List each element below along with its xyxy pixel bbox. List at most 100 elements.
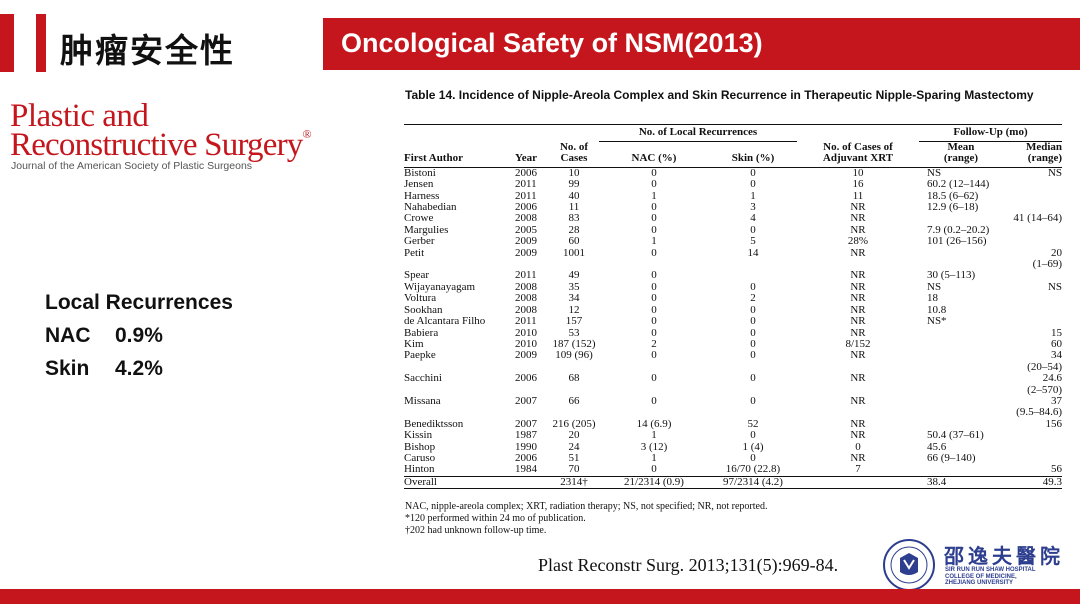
col-cases: No. of Cases	[549, 141, 599, 168]
journal-logo-subtitle: Journal of the American Society of Plast…	[11, 160, 253, 172]
group-local-recurrences: No. of Local Recurrences	[599, 124, 797, 142]
cell-skin: 1	[750, 189, 756, 202]
cell-mean: 18	[927, 292, 938, 305]
hospital-en-line2: COLLEGE OF MEDICINE,	[945, 573, 1017, 580]
cell-author: Caruso	[404, 451, 436, 464]
hospital-en-line3: ZHEJIANG UNIVERSITY	[945, 580, 1014, 586]
cell-mean	[919, 248, 1003, 259]
journal-logo-line2-text: Reconstructive Surgery	[10, 127, 303, 163]
journal-logo-line1: Plastic and	[10, 98, 149, 134]
summary-skin: Skin 4.2%	[45, 352, 233, 385]
cell-year: 2006	[515, 372, 537, 385]
cell-author: Wijayanayagam	[404, 280, 476, 293]
cell-mean: 12.9 (6–18)	[927, 201, 979, 214]
header-accent-bar	[0, 14, 14, 72]
cell-skin: 0	[750, 315, 756, 328]
table-row: (2–570)	[404, 383, 1062, 396]
cell-xrt: NR	[850, 292, 866, 305]
table-row: Babiera 2010 53 0 0 NR 15	[404, 326, 1062, 339]
table-group-header: No. of Local Recurrences Follow-Up (mo)	[404, 124, 1062, 142]
cell-cases: 66	[568, 394, 580, 407]
cell-xrt: NR	[850, 315, 866, 328]
cell-median: (20–54)	[1027, 360, 1062, 373]
table-row: Kissin 1987 20 1 0 NR 50.4 (37–61)	[404, 429, 1062, 442]
cell-mean	[919, 396, 1003, 407]
cell-xrt: NR	[850, 429, 866, 442]
cell-author: Missana	[404, 394, 441, 407]
cell-nac: 0	[651, 246, 657, 259]
cell-skin: 0	[750, 451, 756, 464]
table-row: Caruso 2006 51 1 0 NR 66 (9–140)	[404, 451, 1062, 464]
cell-median	[1003, 305, 1062, 316]
cell-median: (2–570)	[1027, 383, 1062, 396]
cell-cases: 49	[568, 269, 580, 282]
cell-author: Babiera	[404, 326, 439, 339]
cell-skin: 52	[747, 417, 759, 430]
table-row: Sacchini 2006 68 0 0 NR 24.6	[404, 372, 1062, 385]
cell-cases: 10	[568, 166, 580, 179]
cell-xrt: NR	[850, 303, 866, 316]
cell-nac: 0	[651, 303, 657, 316]
cell-xrt: NR	[850, 212, 866, 225]
table-row: Hinton 1984 70 0 16/70 (22.8) 7 56	[404, 464, 1062, 476]
cell-year: 2010	[515, 326, 537, 339]
cell-skin: 0	[750, 166, 756, 179]
citation: Plast Reconstr Surg. 2013;131(5):969-84.	[538, 555, 839, 575]
cell-median: 20	[1051, 246, 1062, 259]
summary-heading: Local Recurrences	[45, 291, 233, 314]
cell-nac: 0	[651, 280, 657, 293]
table-row: Missana 2007 66 0 0 NR 37	[404, 394, 1062, 407]
skin-label: Skin	[45, 357, 90, 380]
col-nac: NAC (%)	[599, 141, 709, 168]
cell-nac: 0	[651, 223, 657, 236]
cell-median	[1003, 191, 1062, 202]
cell-year: 2007	[515, 417, 537, 430]
cell-xrt: NR	[850, 417, 866, 430]
cell-mean: 101 (26–156)	[927, 235, 987, 248]
cell-nac: 3 (12)	[640, 440, 668, 453]
cell-cases: 35	[568, 280, 580, 293]
cell-median: 156	[1045, 417, 1063, 430]
cell-cases: 99	[568, 178, 580, 191]
skin-value: 4.2%	[115, 357, 163, 380]
cell-nac: 0	[651, 178, 657, 191]
cell-nac: 0	[651, 166, 657, 179]
table-row: Gerber 2009 60 1 5 28% 101 (26–156)	[404, 235, 1062, 248]
cell-nac: 2	[651, 337, 657, 350]
cell-year: 2005	[515, 223, 537, 236]
col-year: Year	[515, 141, 549, 168]
cell-mean	[919, 339, 1003, 350]
cell-skin: 4	[750, 212, 756, 225]
cell-skin: 0	[750, 337, 756, 350]
cell-xrt: NR	[850, 246, 866, 259]
cell-xrt: NR	[850, 280, 866, 293]
nac-label: NAC	[45, 324, 91, 347]
cell-year: 2008	[515, 292, 537, 305]
cell-year: 2011	[515, 189, 537, 202]
cell-skin: 2	[750, 292, 756, 305]
cell-nac: 1	[651, 189, 657, 202]
cell-mean: 38.4	[919, 475, 1003, 490]
cell-xrt: 16	[852, 178, 864, 191]
cell-xrt: 7	[855, 463, 861, 476]
cell-xrt: 0	[855, 440, 861, 453]
cell-mean: NS	[927, 166, 942, 179]
table-row: Kim 2010 187 (152) 2 0 8/152 60	[404, 337, 1062, 350]
journal-logo: Plastic and Reconstructive Surgery® Jour…	[10, 98, 330, 178]
table-column-header: First Author Year No. of Cases NAC (%) Sk…	[404, 141, 1062, 168]
cell-mean	[919, 328, 1003, 339]
cell-median: 37	[1051, 394, 1062, 407]
cell-skin	[709, 259, 797, 270]
cell-skin: 0	[750, 178, 756, 191]
cell-nac: 0	[651, 269, 657, 282]
cell-author: Kim	[404, 337, 424, 350]
table-row: Jensen 2011 99 0 0 16 60.2 (12–144)	[404, 178, 1062, 191]
cell-cases: 60	[568, 235, 580, 248]
cell-author: Spear	[404, 269, 430, 282]
journal-logo-line2: Reconstructive Surgery®	[10, 127, 312, 164]
cell-median	[1003, 236, 1062, 247]
cell-mean	[919, 464, 1003, 476]
cell-xrt: NR	[850, 394, 866, 407]
cell-year: 2010	[515, 337, 537, 350]
cell-skin: 0	[750, 372, 756, 385]
